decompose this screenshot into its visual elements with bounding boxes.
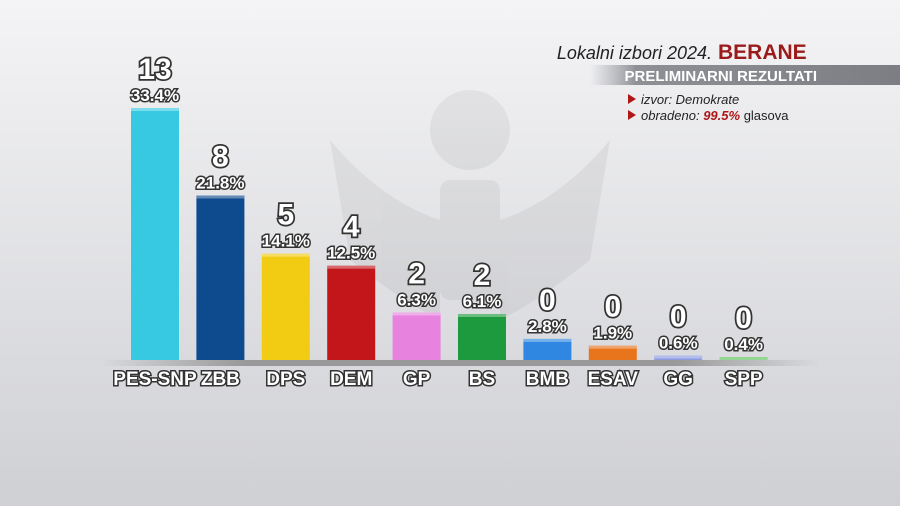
bar [392, 312, 441, 360]
bar [131, 108, 179, 360]
bar-highlight [588, 345, 637, 349]
seats-label: 8 [212, 141, 229, 174]
bar [261, 253, 310, 360]
location: BERANE [718, 41, 807, 64]
bar-highlight [458, 313, 506, 317]
value-label: 33.4% [131, 86, 179, 105]
bar [719, 356, 768, 360]
category-label: GP [403, 369, 431, 390]
category-label: DEM [330, 369, 372, 390]
bar-highlight [654, 355, 703, 359]
processed-label: obradeno: [641, 108, 700, 123]
seats-label: 0 [539, 284, 556, 317]
bar [458, 313, 506, 360]
value-label: 14.1% [262, 232, 310, 251]
seats-label: 5 [277, 199, 294, 232]
subtitle: PRELIMINARNI REZULTATI [625, 68, 817, 85]
bar [196, 195, 245, 360]
seats-label: 4 [343, 211, 360, 244]
value-label: 21.8% [196, 174, 244, 193]
category-label: DPS [266, 369, 305, 390]
seats-label: 0 [604, 291, 621, 324]
bar [327, 265, 376, 360]
value-label: 0.4% [724, 335, 763, 354]
value-label: 0.6% [659, 333, 698, 352]
seats-label: 13 [138, 53, 171, 86]
bullet [628, 94, 636, 104]
bar-highlight [261, 253, 310, 257]
value-label: 6.3% [397, 290, 436, 309]
category-label: GG [663, 369, 693, 390]
value-label: 1.9% [593, 324, 632, 343]
source: izvor: Demokrate [641, 92, 739, 107]
bar [654, 355, 703, 360]
seats-label: 0 [670, 300, 687, 333]
value-label: 6.1% [463, 292, 502, 311]
bar [588, 345, 637, 360]
bar-highlight [392, 312, 441, 316]
processed-value: 99.5% [703, 108, 740, 123]
category-label: BS [469, 369, 495, 390]
category-label: BMB [526, 369, 569, 390]
bar-highlight [196, 195, 245, 199]
bar-highlight [327, 265, 376, 269]
seats-label: 2 [474, 259, 491, 292]
processed-unit: glasova [744, 108, 790, 123]
baseline-shadow [100, 360, 820, 366]
bullet [628, 110, 636, 120]
seats-label: 0 [735, 302, 752, 335]
seats-label: 2 [408, 257, 425, 290]
emblem [330, 90, 610, 320]
bar-highlight [131, 108, 179, 111]
processed: obradeno: 99.5% glasova [641, 108, 789, 123]
category-label: ZBB [201, 369, 240, 390]
bar-highlight [719, 356, 768, 360]
title: Lokalni izbori 2024. [557, 43, 712, 63]
bar [523, 338, 572, 360]
category-label: SPP [725, 369, 763, 390]
bar-highlight [523, 338, 572, 342]
value-label: 2.8% [528, 317, 567, 336]
value-label: 12.5% [327, 244, 375, 263]
category-label: ESAV [588, 369, 639, 390]
subtitle-band [590, 65, 900, 85]
category-label: PES-SNP [113, 369, 197, 390]
